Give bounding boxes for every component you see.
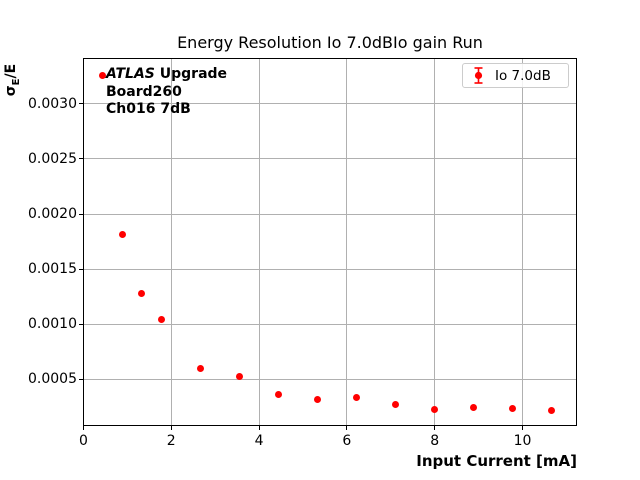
annotation-line-1: ATLAS Upgrade xyxy=(106,66,227,84)
errorbar-marker-icon xyxy=(472,66,485,85)
y-axis-label-sigma: σ xyxy=(3,85,19,97)
x-tick-mark xyxy=(346,426,348,430)
y-tick-label: 0.0010 xyxy=(28,316,77,333)
y-gridline xyxy=(83,323,577,325)
y-tick-label: 0.0015 xyxy=(28,261,77,277)
annotation-line-3: Ch016 7dB xyxy=(106,101,191,117)
data-point xyxy=(392,401,400,409)
x-tick-mark xyxy=(82,426,84,430)
x-tick-label: 2 xyxy=(166,433,176,449)
x-tick-label: 6 xyxy=(342,433,352,449)
y-axis-label: σE/E xyxy=(3,30,23,130)
y-axis-label-rest: /E xyxy=(3,63,19,79)
data-point xyxy=(353,393,361,401)
annotation-line-2: Board260 xyxy=(106,83,182,100)
data-point xyxy=(548,407,556,415)
y-gridline xyxy=(83,378,577,380)
y-gridline xyxy=(83,213,577,215)
data-point xyxy=(470,403,478,411)
y-tick-mark xyxy=(79,378,83,380)
data-point xyxy=(509,405,517,413)
y-tick-mark xyxy=(79,158,83,160)
data-point xyxy=(431,405,439,413)
x-tick-label: 10 xyxy=(513,433,532,449)
x-tick-mark xyxy=(258,426,260,430)
y-gridline xyxy=(83,103,577,105)
y-tick-label: 0.0025 xyxy=(28,150,77,167)
x-gridline xyxy=(346,58,348,426)
plot-area xyxy=(83,58,577,426)
x-axis-label: Input Current [mA] xyxy=(416,452,577,470)
x-tick-label: 8 xyxy=(430,433,440,449)
data-point xyxy=(99,71,107,79)
legend-entry-label: Io 7.0dB xyxy=(495,67,551,84)
legend: Io 7.0dB xyxy=(462,63,569,88)
x-tick-label: 0 xyxy=(78,433,88,449)
data-point xyxy=(197,365,205,373)
y-tick-label: 0.0005 xyxy=(28,371,77,388)
y-axis-label-subscript: E xyxy=(10,78,22,86)
data-point xyxy=(236,372,244,380)
x-gridline xyxy=(170,58,172,426)
y-tick-mark xyxy=(79,323,83,325)
y-tick-mark xyxy=(79,103,83,105)
chart-title: Energy Resolution Io 7.0dBIo gain Run xyxy=(177,33,483,52)
data-point xyxy=(138,289,146,297)
data-point xyxy=(313,395,321,403)
x-gridline xyxy=(258,58,260,426)
x-gridline xyxy=(522,58,524,426)
annotation-experiment-name: ATLAS xyxy=(106,66,155,82)
x-gridline xyxy=(434,58,436,426)
x-tick-label: 4 xyxy=(254,433,264,449)
data-point xyxy=(158,316,166,324)
annotation: ATLAS Upgrade Board260 Ch016 7dB xyxy=(106,66,227,119)
x-tick-mark xyxy=(522,426,524,430)
y-tick-label: 0.0020 xyxy=(28,206,77,222)
x-tick-mark xyxy=(170,426,172,430)
y-tick-mark xyxy=(79,268,83,270)
data-point xyxy=(119,231,127,239)
y-tick-mark xyxy=(79,213,83,215)
y-gridline xyxy=(83,158,577,160)
y-gridline xyxy=(83,268,577,270)
x-tick-mark xyxy=(434,426,436,430)
annotation-line-1-rest: Upgrade xyxy=(154,66,228,82)
data-point xyxy=(274,390,282,398)
y-tick-label: 0.0030 xyxy=(28,95,77,112)
